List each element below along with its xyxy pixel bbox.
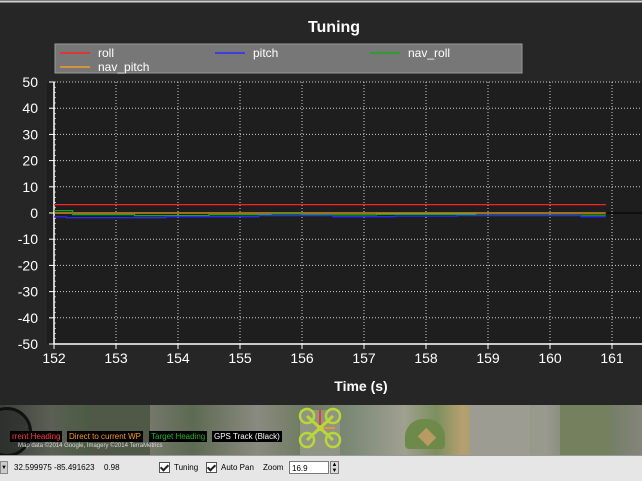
tuning-chart[interactable]: Tuning roll pitch nav_roll nav_pitch 152 153…	[0, 0, 642, 405]
y-tick-label: -50	[18, 336, 38, 352]
chart-title: Tuning	[308, 19, 360, 36]
coordinates-readout: 32.599975 -85.491623	[14, 463, 95, 472]
y-tick-label: 0	[30, 205, 38, 221]
map-terrain	[560, 405, 610, 455]
dropdown-arrow-icon[interactable]: ▼	[0, 461, 8, 474]
tuning-checkbox[interactable]: Tuning	[159, 462, 198, 474]
legend-box	[54, 43, 523, 74]
gps-track-badge: GPS Track (Black)	[212, 431, 282, 442]
grid-lines	[54, 81, 642, 344]
autopan-checkbox[interactable]: Auto Pan	[206, 462, 254, 474]
series-line-pitch	[54, 214, 606, 219]
x-tick-label: 160	[538, 350, 562, 366]
y-tick-label: 50	[22, 74, 38, 90]
direct-wp-badge: Direct to current WP	[67, 431, 144, 442]
y-tick-label: 30	[22, 126, 38, 142]
map-copyright: Map data ©2014 Google, Imagery ©2014 Ter…	[18, 443, 163, 449]
y-tick-label: 40	[22, 100, 38, 116]
x-tick-label: 152	[42, 350, 66, 366]
legend-label-nav-roll: nav_roll	[408, 46, 450, 60]
x-tick-label: 154	[166, 350, 190, 366]
x-tick-label: 161	[600, 350, 624, 366]
y-tick-label: -30	[18, 284, 38, 300]
y-tick-label: 10	[22, 179, 38, 195]
checkbox-checked-icon[interactable]	[206, 462, 217, 474]
drone-icon	[298, 407, 342, 449]
x-tick-label: 155	[228, 350, 252, 366]
x-tick-label: 153	[104, 350, 128, 366]
tuning-label: Tuning	[174, 463, 199, 472]
y-tick-label: -10	[18, 231, 38, 247]
legend-label-roll: roll	[98, 46, 114, 60]
x-tick-label: 158	[414, 350, 438, 366]
map-terrain	[470, 405, 530, 455]
zoom-spinner[interactable]: ▲ ▼	[330, 461, 339, 474]
x-tick-label: 156	[290, 350, 314, 366]
status-bar: ▼ 32.599975 -85.491623 0.98 Tuning Auto …	[0, 455, 642, 481]
y-tick-label: 20	[22, 153, 38, 169]
x-tick-label: 159	[476, 350, 500, 366]
x-tick-label: 157	[352, 350, 376, 366]
zoom-label: Zoom	[263, 463, 284, 472]
x-axis-label: Time (s)	[334, 378, 387, 394]
y-tick-label: -40	[18, 310, 38, 326]
chart-legend: roll pitch nav_roll nav_pitch	[54, 43, 523, 74]
y-tick-label: -20	[18, 257, 38, 273]
checkbox-checked-icon[interactable]	[159, 462, 170, 474]
current-heading-badge: rrent Heading	[10, 431, 63, 442]
zoom-input[interactable]: 16.9	[289, 461, 329, 474]
legend-label-nav-pitch: nav_pitch	[98, 60, 149, 74]
autopan-label: Auto Pan	[221, 463, 254, 472]
map-terrain	[90, 405, 150, 455]
ticks: 152 153 154 155 156 157 158 159 160 161 50 40 30 20 10…	[18, 74, 624, 366]
series-line-nav-roll	[54, 209, 606, 217]
target-heading-badge: Target Heading	[149, 431, 208, 442]
legend-label-pitch: pitch	[253, 46, 278, 60]
altitude-readout: 0.98	[104, 463, 120, 472]
series-layer	[54, 203, 606, 219]
